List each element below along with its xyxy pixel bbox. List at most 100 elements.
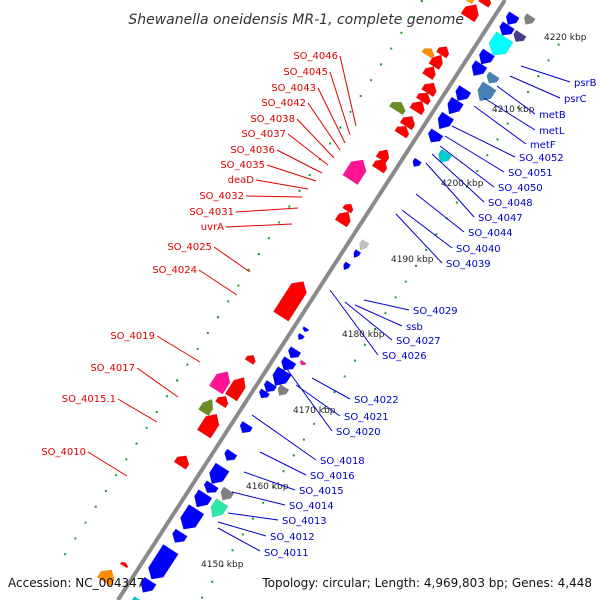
gene-label-SO_4040[interactable]: SO_4040: [456, 244, 501, 255]
gene-label-SO_4012[interactable]: SO_4012: [270, 532, 315, 543]
reverse-gene[interactable]: [224, 448, 238, 461]
forward-gene[interactable]: [375, 149, 390, 164]
reverse-gene[interactable]: [486, 71, 500, 84]
gene-label-SO_4015[interactable]: SO_4015: [299, 486, 344, 497]
reverse-gene[interactable]: [505, 11, 520, 26]
reverse-gene[interactable]: [438, 148, 453, 163]
reverse-gene[interactable]: [258, 388, 271, 399]
forward-gene[interactable]: [428, 54, 443, 71]
forward-gene[interactable]: [272, 281, 307, 322]
reverse-gene[interactable]: [478, 48, 496, 65]
reverse-gene[interactable]: [194, 489, 213, 508]
forward-gene[interactable]: [409, 100, 425, 116]
reverse-gene[interactable]: [280, 356, 297, 371]
gene-label-SO_4051[interactable]: SO_4051: [508, 168, 553, 179]
reverse-gene[interactable]: [437, 111, 455, 130]
gene-label-SO_4036[interactable]: SO_4036: [230, 145, 275, 156]
reverse-gene[interactable]: [523, 13, 536, 25]
gene-label-SO_4020[interactable]: SO_4020: [336, 427, 381, 438]
forward-gene[interactable]: [460, 4, 479, 23]
gene-label-SO_4024[interactable]: SO_4024: [152, 265, 197, 276]
reverse-gene[interactable]: [239, 420, 254, 434]
forward-gene[interactable]: [421, 48, 435, 59]
gene-label-ssb[interactable]: ssb: [406, 322, 423, 333]
reverse-gene[interactable]: [180, 504, 205, 530]
reverse-gene[interactable]: [277, 384, 290, 396]
reverse-gene[interactable]: [131, 596, 148, 600]
gene-label-SO_4015.1[interactable]: SO_4015.1: [62, 394, 116, 405]
gene-label-SO_4019[interactable]: SO_4019: [110, 331, 155, 342]
gene-label-SO_4010[interactable]: SO_4010: [41, 447, 86, 458]
reverse-gene[interactable]: [447, 96, 464, 115]
forward-gene[interactable]: [214, 395, 229, 409]
reverse-gene[interactable]: [299, 359, 307, 366]
forward-gene[interactable]: [435, 46, 450, 59]
gene-label-SO_4026[interactable]: SO_4026: [382, 351, 427, 362]
forward-gene[interactable]: [198, 398, 214, 417]
gene-label-SO_4045[interactable]: SO_4045: [283, 67, 328, 78]
gene-label-SO_4048[interactable]: SO_4048: [488, 198, 533, 209]
reverse-gene[interactable]: [499, 21, 515, 36]
reverse-gene[interactable]: [172, 528, 188, 543]
reverse-gene[interactable]: [203, 480, 219, 494]
forward-gene[interactable]: [196, 413, 220, 439]
gene-label-SO_4022[interactable]: SO_4022: [354, 395, 399, 406]
forward-gene[interactable]: [224, 377, 246, 402]
gene-label-SO_4014[interactable]: SO_4014: [289, 501, 334, 512]
forward-gene[interactable]: [394, 125, 410, 139]
gene-label-SO_4050[interactable]: SO_4050: [498, 183, 543, 194]
reverse-gene[interactable]: [353, 248, 362, 259]
gene-label-psrC[interactable]: psrC: [564, 94, 587, 105]
gene-label-metF[interactable]: metF: [530, 140, 556, 151]
gene-label-SO_4025[interactable]: SO_4025: [167, 242, 212, 253]
forward-gene[interactable]: [96, 569, 115, 587]
reverse-gene[interactable]: [272, 366, 292, 387]
gene-label-SO_4018[interactable]: SO_4018: [320, 456, 365, 467]
gene-label-SO_4037[interactable]: SO_4037: [241, 129, 286, 140]
forward-gene[interactable]: [173, 455, 190, 470]
gene-label-psrB[interactable]: psrB: [574, 78, 597, 89]
gene-label-SO_4052[interactable]: SO_4052: [519, 153, 564, 164]
reverse-gene[interactable]: [263, 379, 278, 393]
gene-label-deaD[interactable]: deaD: [228, 175, 255, 186]
gene-label-SO_4047[interactable]: SO_4047: [478, 213, 523, 224]
reverse-gene[interactable]: [513, 29, 527, 43]
gene-label-SO_4035[interactable]: SO_4035: [220, 160, 265, 171]
gene-label-SO_4027[interactable]: SO_4027: [396, 336, 441, 347]
gene-label-metB[interactable]: metB: [539, 110, 566, 121]
forward-gene[interactable]: [244, 354, 256, 366]
gene-label-SO_4046[interactable]: SO_4046: [293, 51, 338, 62]
forward-gene[interactable]: [415, 92, 431, 106]
gene-label-SO_4032[interactable]: SO_4032: [199, 191, 244, 202]
reverse-gene[interactable]: [209, 462, 230, 485]
gene-label-SO_4017[interactable]: SO_4017: [90, 363, 135, 374]
reverse-gene[interactable]: [343, 261, 352, 271]
reverse-gene[interactable]: [302, 326, 310, 332]
forward-gene[interactable]: [464, 0, 476, 5]
reverse-gene[interactable]: [488, 31, 514, 56]
reverse-gene[interactable]: [455, 84, 472, 102]
reverse-gene[interactable]: [147, 543, 179, 580]
gene-label-SO_4038[interactable]: SO_4038: [250, 114, 295, 125]
gene-label-SO_4011[interactable]: SO_4011: [264, 548, 309, 559]
forward-gene[interactable]: [342, 159, 367, 186]
forward-gene[interactable]: [421, 66, 436, 81]
gene-label-SO_4013[interactable]: SO_4013: [282, 516, 327, 527]
gene-label-SO_4016[interactable]: SO_4016: [310, 471, 355, 482]
forward-gene[interactable]: [477, 0, 492, 8]
reverse-gene[interactable]: [427, 128, 444, 143]
forward-gene[interactable]: [342, 203, 354, 214]
forward-gene[interactable]: [334, 211, 351, 228]
forward-gene[interactable]: [399, 115, 416, 131]
reverse-gene[interactable]: [210, 498, 229, 518]
gene-label-SO_4044[interactable]: SO_4044: [468, 228, 513, 239]
reverse-gene[interactable]: [287, 346, 302, 359]
gene-label-SO_4021[interactable]: SO_4021: [344, 412, 389, 423]
reverse-gene[interactable]: [477, 81, 497, 102]
forward-gene[interactable]: [371, 159, 388, 174]
reverse-gene[interactable]: [297, 332, 305, 341]
gene-label-metL[interactable]: metL: [539, 126, 565, 137]
forward-gene[interactable]: [388, 101, 406, 116]
gene-label-SO_4031[interactable]: SO_4031: [189, 207, 234, 218]
reverse-gene[interactable]: [471, 59, 488, 77]
